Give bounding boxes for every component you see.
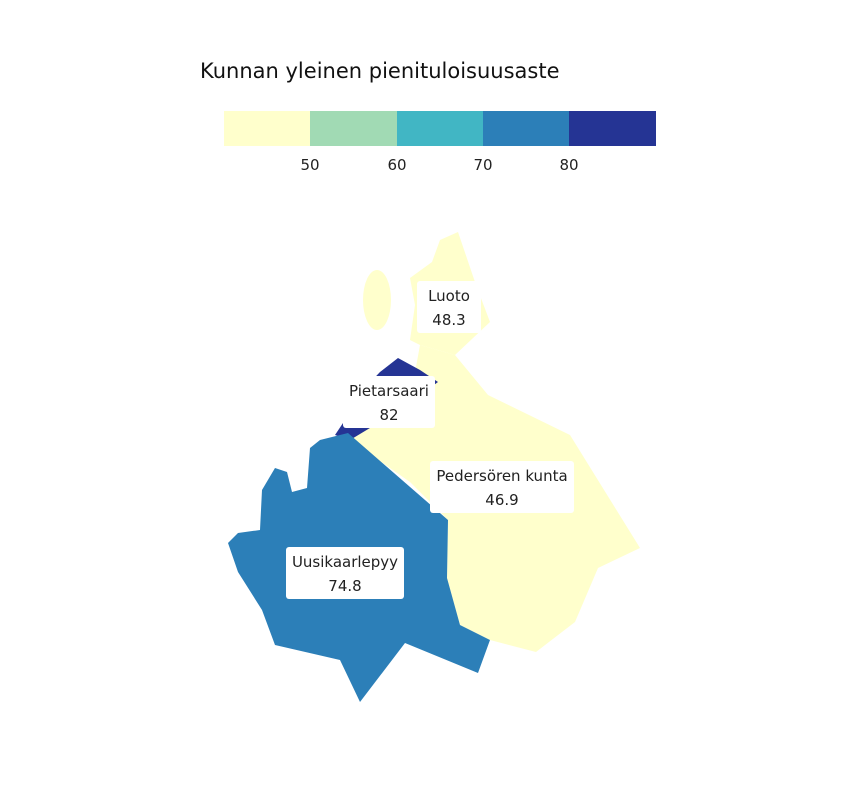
region-labels: Luoto 48.3 Pietarsaari 82 Pedersören kun…: [286, 281, 574, 599]
legend-bin-3: [397, 111, 484, 146]
legend-tick-60: 60: [387, 156, 406, 174]
legend-tick-80: 80: [559, 156, 578, 174]
label-pedersoren-name: Pedersören kunta: [436, 467, 567, 485]
legend-bin-1: [224, 111, 311, 146]
legend-tick-70: 70: [473, 156, 492, 174]
label-uusikaarlepyy: Uusikaarlepyy 74.8: [286, 547, 404, 599]
label-uusikaarlepyy-name: Uusikaarlepyy: [292, 553, 398, 571]
legend-title: Kunnan yleinen pienituloisuusaste: [200, 59, 560, 83]
label-pedersoren-value: 46.9: [485, 491, 518, 509]
label-luoto-name: Luoto: [428, 287, 470, 305]
label-pietarsaari: Pietarsaari 82: [343, 376, 435, 428]
label-luoto: Luoto 48.3: [417, 281, 481, 333]
label-pietarsaari-value: 82: [379, 406, 398, 424]
legend-bin-4: [483, 111, 570, 146]
label-box-luoto: [417, 281, 481, 333]
label-pedersoren: Pedersören kunta 46.9: [430, 461, 574, 513]
label-uusikaarlepyy-value: 74.8: [328, 577, 361, 595]
label-pietarsaari-name: Pietarsaari: [349, 382, 429, 400]
legend-bin-2: [310, 111, 397, 146]
legend-bin-5: [569, 111, 656, 146]
legend-tick-50: 50: [300, 156, 319, 174]
label-box-pietarsaari: [343, 376, 435, 428]
label-box-uusikaarlepyy: [286, 547, 404, 599]
region-luoto-islet: [363, 270, 391, 330]
label-box-pedersoren: [430, 461, 574, 513]
legend: Kunnan yleinen pienituloisuusaste 50 60 …: [200, 59, 656, 174]
label-luoto-value: 48.3: [432, 311, 465, 329]
